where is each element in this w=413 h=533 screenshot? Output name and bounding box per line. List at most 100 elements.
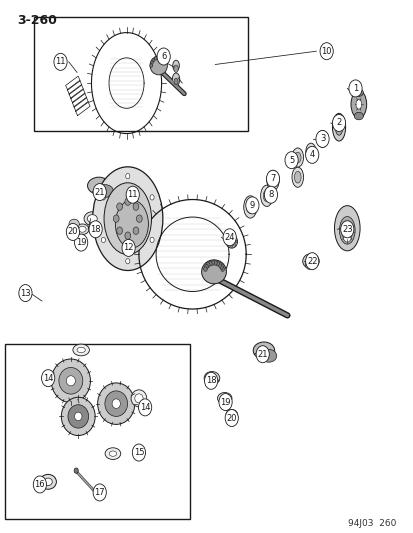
- Ellipse shape: [97, 383, 135, 424]
- Text: 5: 5: [288, 156, 294, 165]
- Ellipse shape: [125, 198, 131, 205]
- Ellipse shape: [173, 78, 178, 85]
- Ellipse shape: [116, 227, 122, 235]
- Ellipse shape: [101, 237, 105, 243]
- Text: 14: 14: [140, 403, 150, 412]
- Ellipse shape: [150, 61, 153, 64]
- Text: 13: 13: [20, 288, 31, 297]
- Ellipse shape: [97, 184, 113, 197]
- Text: 23: 23: [341, 225, 352, 234]
- Ellipse shape: [76, 224, 89, 235]
- Ellipse shape: [335, 119, 342, 135]
- Ellipse shape: [173, 65, 178, 72]
- Ellipse shape: [74, 412, 82, 421]
- Text: 8: 8: [268, 190, 273, 199]
- Ellipse shape: [317, 131, 327, 148]
- Ellipse shape: [226, 240, 228, 243]
- Ellipse shape: [154, 56, 157, 60]
- Text: 19: 19: [76, 238, 86, 247]
- Ellipse shape: [112, 399, 120, 408]
- Circle shape: [225, 409, 238, 426]
- Circle shape: [93, 484, 106, 501]
- Circle shape: [284, 152, 297, 168]
- Ellipse shape: [206, 262, 209, 267]
- Ellipse shape: [115, 200, 148, 248]
- Ellipse shape: [203, 266, 207, 271]
- Ellipse shape: [334, 206, 359, 251]
- Ellipse shape: [172, 73, 179, 86]
- Ellipse shape: [51, 359, 90, 402]
- Text: 6: 6: [161, 52, 166, 61]
- Ellipse shape: [234, 240, 236, 243]
- Ellipse shape: [350, 91, 366, 118]
- Ellipse shape: [74, 468, 78, 473]
- Ellipse shape: [40, 474, 56, 489]
- Ellipse shape: [157, 56, 159, 60]
- Circle shape: [319, 43, 332, 60]
- Text: 11: 11: [55, 58, 66, 66]
- Text: 20: 20: [226, 414, 236, 423]
- Ellipse shape: [44, 478, 52, 486]
- Ellipse shape: [263, 190, 270, 201]
- Circle shape: [266, 170, 279, 187]
- Ellipse shape: [69, 219, 79, 229]
- Ellipse shape: [131, 390, 146, 407]
- Circle shape: [245, 197, 259, 214]
- Ellipse shape: [150, 56, 167, 75]
- Ellipse shape: [225, 409, 237, 419]
- Ellipse shape: [233, 237, 235, 239]
- Text: 14: 14: [43, 374, 53, 383]
- Ellipse shape: [266, 170, 278, 190]
- Ellipse shape: [162, 58, 165, 61]
- Circle shape: [54, 53, 67, 70]
- Text: 1: 1: [352, 84, 357, 93]
- Ellipse shape: [87, 177, 110, 194]
- Ellipse shape: [101, 195, 105, 200]
- Circle shape: [204, 372, 217, 389]
- Ellipse shape: [217, 392, 231, 404]
- Ellipse shape: [125, 232, 131, 239]
- Circle shape: [33, 476, 46, 493]
- Ellipse shape: [204, 372, 219, 385]
- Ellipse shape: [133, 190, 136, 195]
- Ellipse shape: [355, 100, 361, 109]
- Text: 17: 17: [94, 488, 105, 497]
- Text: 7: 7: [270, 174, 275, 183]
- Circle shape: [264, 186, 277, 203]
- Text: 4: 4: [309, 150, 314, 159]
- Text: 10: 10: [320, 47, 331, 55]
- Ellipse shape: [135, 394, 143, 403]
- Circle shape: [315, 131, 328, 148]
- Ellipse shape: [150, 195, 154, 200]
- Ellipse shape: [150, 237, 154, 243]
- Circle shape: [41, 369, 55, 386]
- Ellipse shape: [172, 60, 179, 71]
- Circle shape: [132, 444, 145, 461]
- Ellipse shape: [302, 254, 318, 269]
- Circle shape: [74, 234, 88, 251]
- Ellipse shape: [201, 260, 226, 284]
- Ellipse shape: [159, 56, 162, 60]
- Text: 3-260: 3-260: [17, 14, 57, 27]
- Circle shape: [332, 115, 345, 132]
- Text: 3: 3: [319, 134, 325, 143]
- Ellipse shape: [126, 259, 130, 264]
- Ellipse shape: [342, 227, 351, 242]
- Text: 19: 19: [220, 398, 230, 407]
- Ellipse shape: [304, 260, 316, 270]
- Ellipse shape: [136, 215, 142, 222]
- Ellipse shape: [204, 264, 208, 269]
- Ellipse shape: [150, 63, 152, 67]
- Ellipse shape: [66, 376, 75, 386]
- Text: 22: 22: [306, 257, 317, 265]
- Text: 20: 20: [67, 228, 78, 237]
- Ellipse shape: [84, 212, 100, 225]
- Circle shape: [157, 48, 170, 65]
- Ellipse shape: [332, 114, 345, 141]
- Ellipse shape: [225, 235, 237, 248]
- Text: 21: 21: [257, 350, 267, 359]
- Text: 12: 12: [123, 244, 133, 253]
- Text: 24: 24: [224, 233, 234, 242]
- Ellipse shape: [227, 237, 229, 239]
- Ellipse shape: [164, 60, 166, 64]
